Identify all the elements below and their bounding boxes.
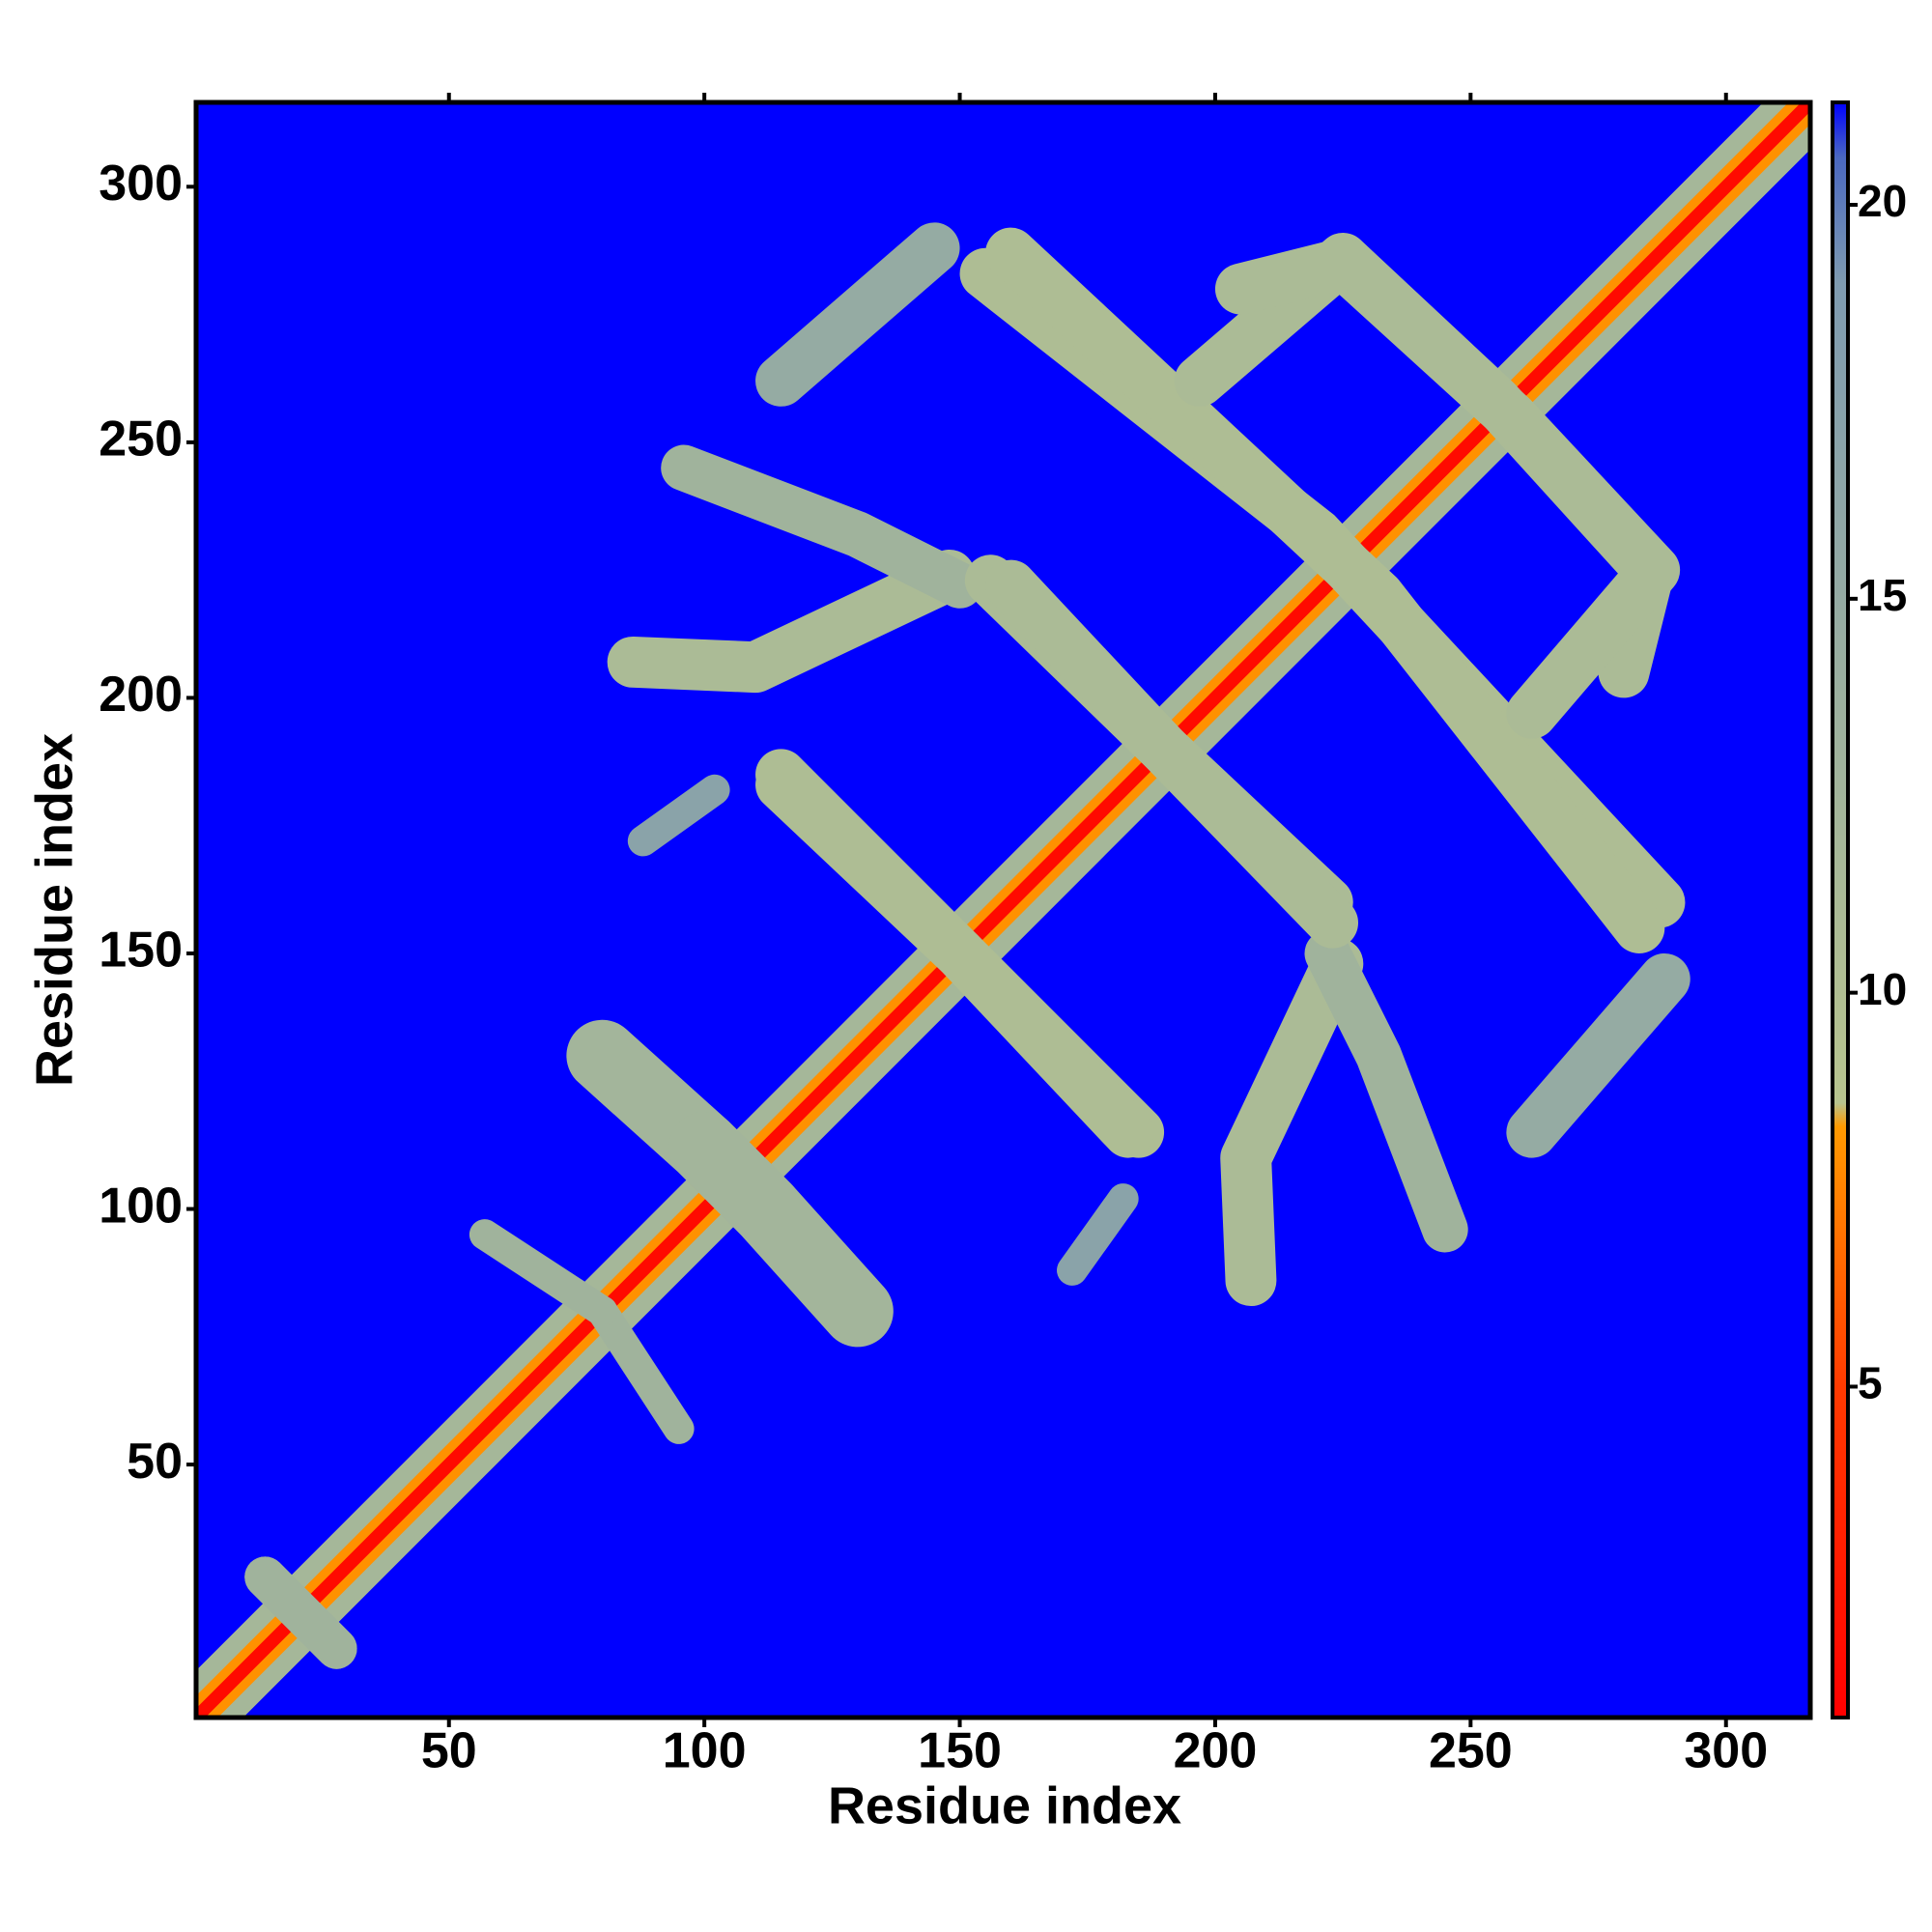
- colorbar-tick-label: 20: [1858, 176, 1907, 226]
- x-tick-label: 50: [421, 1723, 477, 1779]
- plot-frame: [193, 99, 1813, 1720]
- y-tick-label: 150: [99, 923, 183, 979]
- contact-band: [607, 549, 976, 694]
- contact-band-mirror: [469, 1219, 618, 1327]
- heatmap: [196, 102, 1810, 1718]
- contact-band: [627, 774, 730, 857]
- contact-band-mirror: [1506, 952, 1690, 1158]
- y-tick-label: 250: [99, 412, 183, 468]
- x-axis-title: Residue index: [828, 1776, 1181, 1834]
- y-tick-label: 300: [99, 156, 183, 212]
- contact-band-mirror: [244, 1556, 357, 1669]
- contact-band-mirror: [1220, 938, 1364, 1307]
- x-tick-label: 150: [918, 1723, 1002, 1779]
- contact-band: [586, 1295, 695, 1444]
- y-tick-label: 50: [127, 1434, 183, 1490]
- contact-band-mirror: [1304, 930, 1468, 1253]
- x-tick-label: 300: [1684, 1723, 1768, 1779]
- colorbar-tick-label: 10: [1858, 964, 1907, 1014]
- y-tick-label: 200: [99, 667, 183, 723]
- x-tick-label: 250: [1429, 1723, 1513, 1779]
- x-tick-label: 100: [663, 1723, 747, 1779]
- contact-band-mirror: [1057, 1183, 1139, 1286]
- contact-band: [755, 222, 960, 407]
- contact-band-mirror: [196, 102, 1810, 1718]
- x-tick-label: 200: [1174, 1723, 1258, 1779]
- y-axis-title: Residue index: [25, 733, 83, 1087]
- y-tick-label: 100: [99, 1178, 183, 1234]
- contact-band: [661, 444, 983, 609]
- contact-band-mirror: [1214, 238, 1681, 739]
- contact-band-mirror: [755, 749, 1154, 1158]
- contact-band-mirror: [984, 559, 1359, 949]
- colorbar: [1831, 100, 1850, 1719]
- colorbar-tick-label: 15: [1858, 570, 1907, 620]
- colorbar-tick-label: 5: [1858, 1358, 1883, 1408]
- contact-band-mirror: [668, 1112, 894, 1348]
- contact-band-mirror: [984, 227, 1665, 953]
